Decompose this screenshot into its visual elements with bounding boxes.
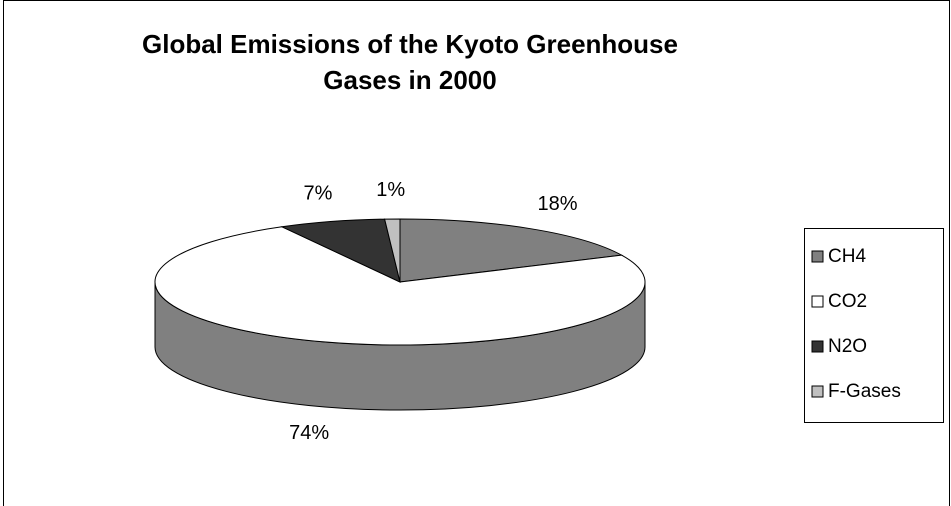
- legend-swatch: [811, 250, 824, 263]
- legend-label: F-Gases: [828, 381, 901, 402]
- slice: [383, 218, 401, 283]
- slice: [154, 226, 646, 346]
- data-label: 18%: [538, 193, 578, 215]
- data-label: 1%: [376, 179, 405, 201]
- chart-title: Global Emissions of the Kyoto Greenhouse…: [142, 29, 678, 95]
- legend-label: CH4: [828, 246, 866, 267]
- chart-frame: [3, 0, 950, 506]
- data-label: 7%: [304, 183, 333, 205]
- data-label: 74%: [289, 422, 329, 444]
- slice: [399, 218, 624, 283]
- legend-box: [804, 228, 944, 423]
- slice: [280, 218, 401, 283]
- legend-label: N2O: [828, 336, 867, 357]
- legend-swatch: [811, 385, 824, 398]
- legend-swatch: [811, 340, 824, 353]
- legend-label: CO2: [828, 291, 867, 312]
- legend-swatch: [811, 295, 824, 308]
